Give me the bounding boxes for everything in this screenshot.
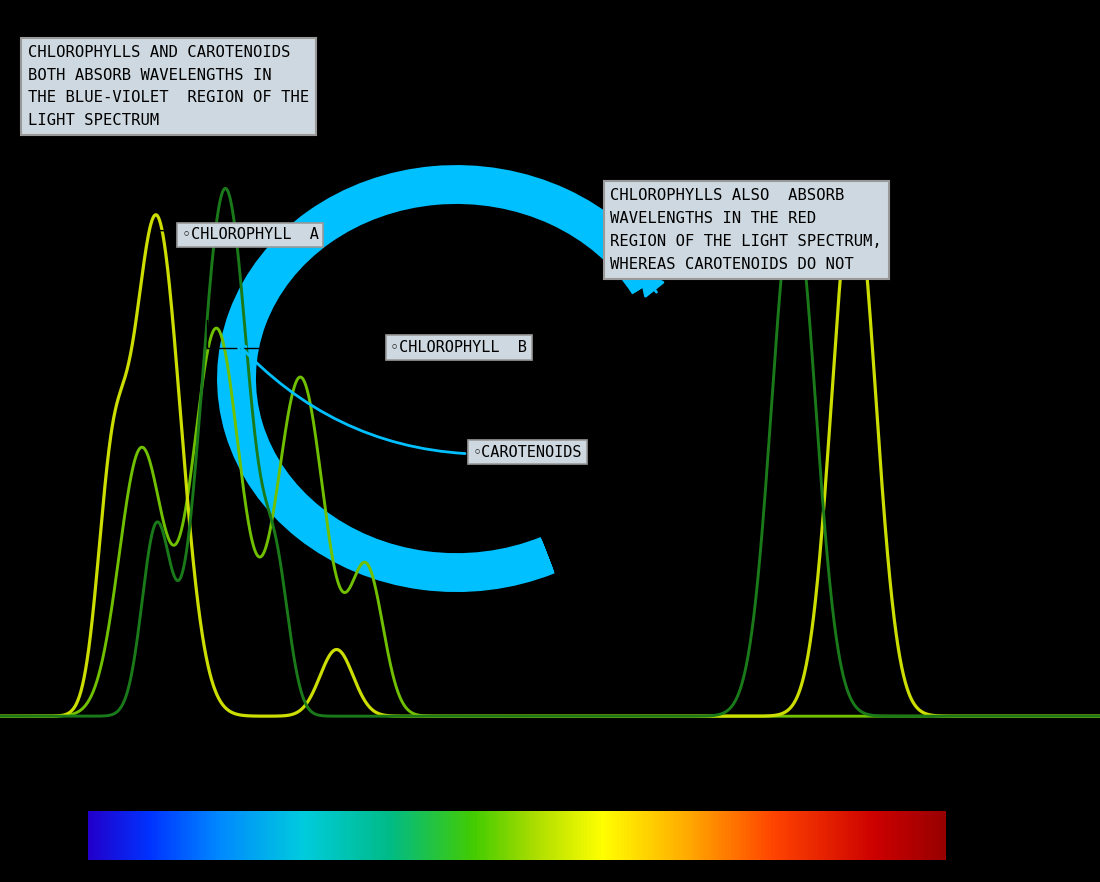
Text: ◦CAROTENOIDS: ◦CAROTENOIDS bbox=[238, 343, 583, 460]
Text: CHLOROPHYLLS AND CAROTENOIDS
BOTH ABSORB WAVELENGTHS IN
THE BLUE-VIOLET  REGION : CHLOROPHYLLS AND CAROTENOIDS BOTH ABSORB… bbox=[28, 45, 309, 128]
Text: ◦CHLOROPHYLL  A: ◦CHLOROPHYLL A bbox=[160, 228, 318, 243]
Text: ◦CHLOROPHYLL  B: ◦CHLOROPHYLL B bbox=[207, 320, 527, 355]
Text: CHLOROPHYLLS ALSO  ABSORB
WAVELENGTHS IN THE RED
REGION OF THE LIGHT SPECTRUM,
W: CHLOROPHYLLS ALSO ABSORB WAVELENGTHS IN … bbox=[610, 189, 882, 272]
FancyArrowPatch shape bbox=[640, 272, 663, 296]
